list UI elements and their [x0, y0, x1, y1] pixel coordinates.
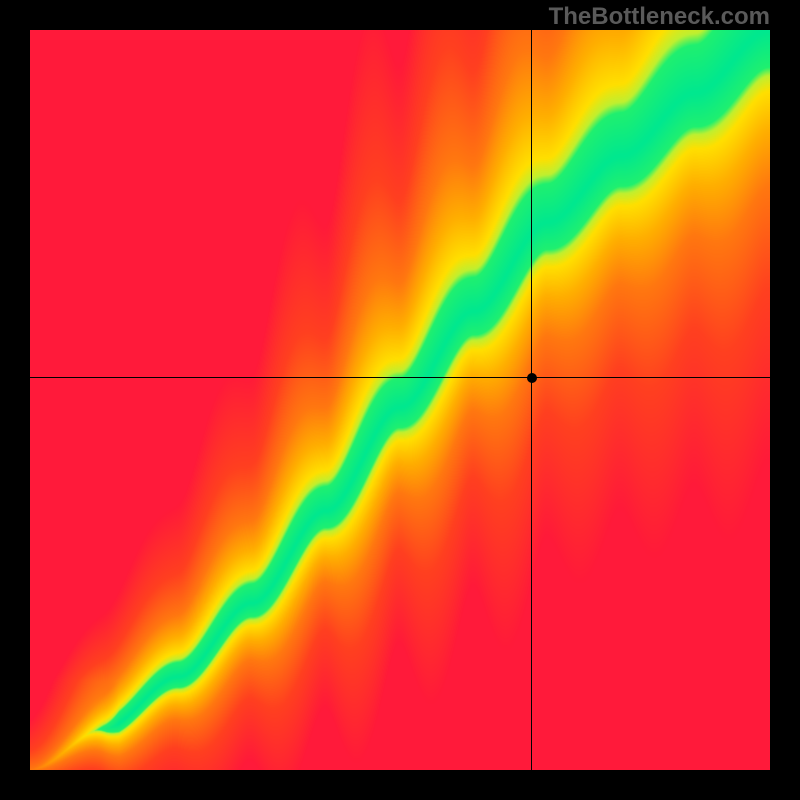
chart-container: TheBottleneck.com	[0, 0, 800, 800]
crosshair-point	[527, 373, 537, 383]
crosshair-horizontal	[30, 377, 770, 378]
watermark-text: TheBottleneck.com	[549, 3, 770, 31]
heatmap-canvas	[30, 30, 770, 770]
crosshair-vertical	[531, 30, 532, 770]
